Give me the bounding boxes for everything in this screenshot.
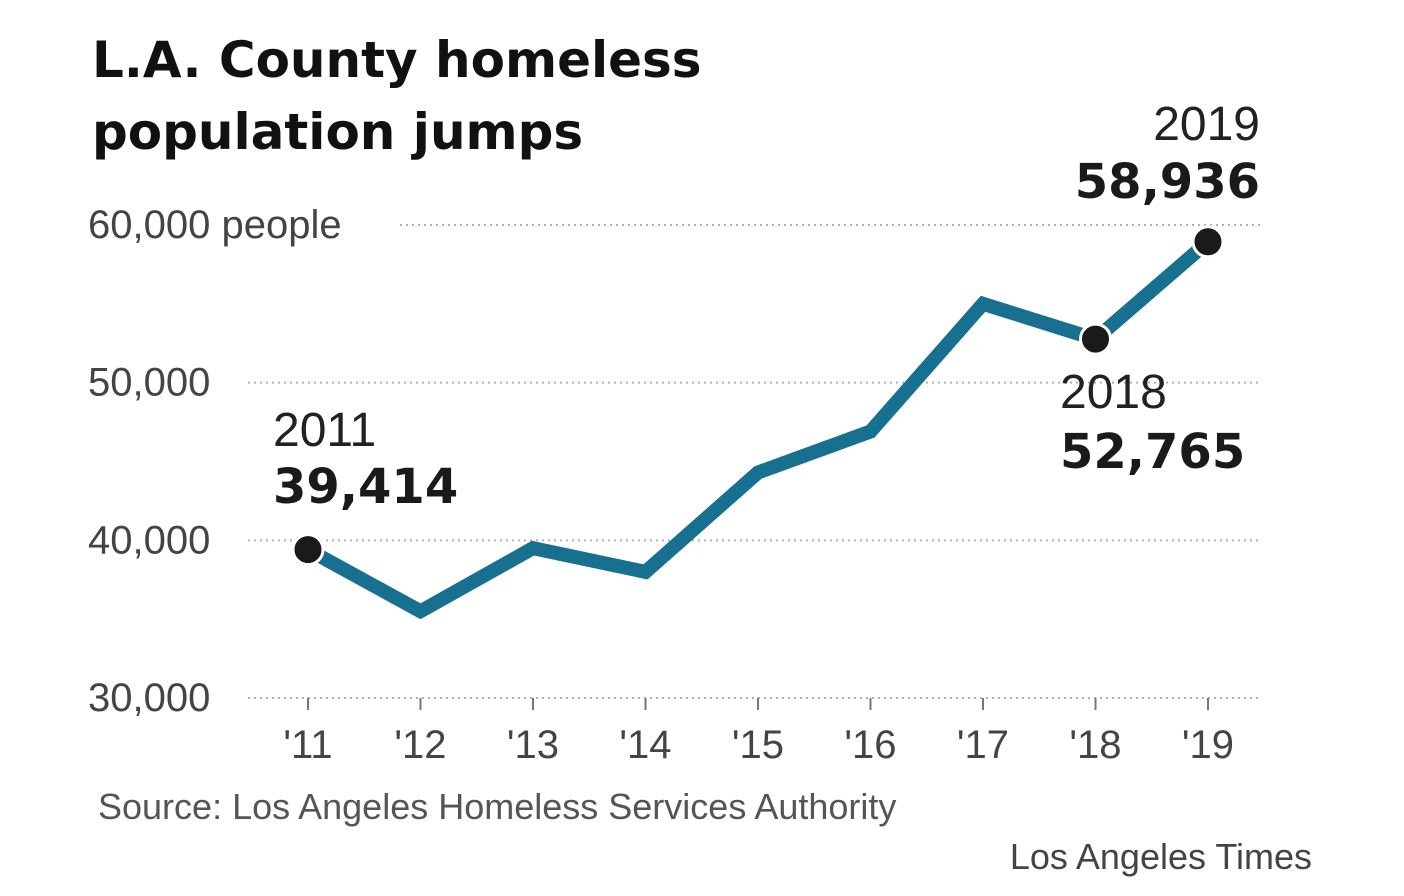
- annotation-year: 2011: [273, 404, 376, 457]
- x-tick-label: '13: [507, 723, 559, 767]
- chart-title-line-1: L.A. County homeless: [92, 31, 702, 89]
- x-tick-label: '15: [732, 723, 784, 767]
- highlight-marker: [291, 533, 325, 567]
- source-note: Source: Los Angeles Homeless Services Au…: [98, 786, 897, 827]
- annotation-year: 2019: [1153, 98, 1260, 151]
- chart-title: L.A. County homeless population jumps: [92, 24, 702, 168]
- x-tick-label: '12: [394, 723, 446, 767]
- highlight-marker: [1079, 322, 1112, 356]
- highlight-marker: [1191, 225, 1225, 259]
- x-tick-label: '18: [1069, 723, 1121, 767]
- x-tick-label: '11: [283, 723, 332, 767]
- annotation-value: 58,936: [1075, 154, 1260, 210]
- annotation-year: 2018: [1060, 366, 1167, 419]
- x-tick-label: '17: [957, 723, 1009, 767]
- y-tick-label: 40,000: [88, 518, 210, 562]
- annotation-value: 52,765: [1060, 424, 1245, 480]
- chart-title-line-2: population jumps: [92, 103, 584, 161]
- y-tick-label: 30,000: [88, 676, 210, 720]
- x-tick-label: '19: [1182, 723, 1234, 767]
- y-tick-label: 50,000: [88, 361, 210, 405]
- y-tick-label: 60,000 people: [88, 203, 342, 247]
- x-tick-label: '16: [844, 723, 896, 767]
- publisher-credit: Los Angeles Times: [1009, 836, 1312, 877]
- x-tick-label: '14: [619, 723, 671, 767]
- annotation-value: 39,414: [273, 459, 458, 515]
- series-line: [304, 236, 1213, 620]
